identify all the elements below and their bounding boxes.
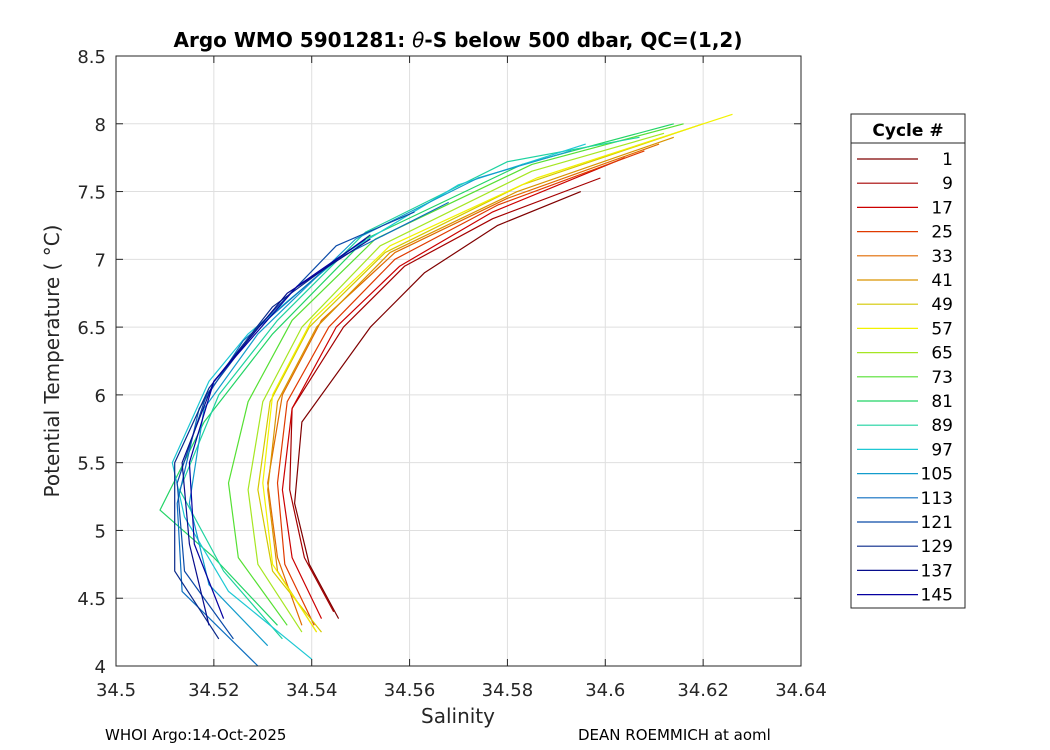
legend-label: 89 bbox=[931, 416, 953, 436]
legend-label: 33 bbox=[931, 247, 953, 267]
axis-ticks: 34.5 34.52 34.54 34.56 34.58 34.6 34.62 34.64 4 4… bbox=[77, 47, 826, 701]
legend-label: 145 bbox=[921, 586, 953, 606]
series-line-2 bbox=[289, 177, 601, 613]
series-line-12 bbox=[179, 136, 640, 640]
x-tick-label: 34.52 bbox=[188, 680, 240, 701]
chart-title-theta: θ bbox=[412, 28, 424, 52]
series-line-10 bbox=[227, 123, 684, 626]
series-group bbox=[159, 113, 733, 667]
series-line-14 bbox=[188, 150, 572, 647]
x-tick-label: 34.64 bbox=[775, 680, 827, 701]
legend-label: 113 bbox=[921, 489, 953, 509]
legend-label: 73 bbox=[931, 368, 953, 388]
y-tick-label: 7.5 bbox=[77, 183, 106, 204]
legend-label: 25 bbox=[931, 223, 953, 243]
footer-left: WHOI Argo:14-Oct-2025 bbox=[105, 726, 287, 744]
x-tick-label: 34.62 bbox=[677, 680, 729, 701]
legend-title: Cycle # bbox=[872, 121, 943, 141]
legend-label: 1 bbox=[942, 150, 953, 170]
series-line-4 bbox=[276, 150, 645, 626]
x-tick-label: 34.56 bbox=[384, 680, 436, 701]
legend: Cycle # 1 9 17 25 33 41 49 57 65 73 81 89 97 105 113 12… bbox=[850, 113, 966, 609]
y-tick-label: 6.5 bbox=[77, 318, 106, 339]
legend-label: 17 bbox=[931, 198, 953, 218]
y-tick-label: 7 bbox=[95, 250, 106, 271]
legend-label: 49 bbox=[931, 295, 953, 315]
y-tick-label: 8 bbox=[95, 115, 106, 136]
legend-label: 129 bbox=[921, 537, 953, 557]
legend-label: 105 bbox=[921, 465, 953, 485]
y-tick-label: 5.5 bbox=[77, 454, 106, 475]
series-line-8 bbox=[262, 113, 733, 633]
series-line-5 bbox=[267, 143, 660, 626]
y-tick-label: 8.5 bbox=[77, 47, 106, 68]
series-line-9 bbox=[247, 132, 665, 633]
plot-frame bbox=[115, 55, 802, 667]
series-line-11 bbox=[159, 123, 674, 626]
y-tick-label: 4.5 bbox=[77, 589, 106, 610]
chart-title-suffix: -S below 500 dbar, QC=(1,2) bbox=[424, 28, 742, 52]
series-line-13 bbox=[171, 143, 586, 660]
y-axis-label: Potential Temperature ( °C) bbox=[40, 225, 64, 498]
series-line-1 bbox=[294, 191, 582, 619]
legend-label: 41 bbox=[931, 271, 953, 291]
legend-label: 57 bbox=[931, 319, 953, 339]
legend-label: 137 bbox=[921, 561, 953, 581]
x-tick-label: 34.54 bbox=[286, 680, 338, 701]
legend-label: 9 bbox=[942, 174, 953, 194]
x-axis-label: Salinity bbox=[421, 704, 495, 728]
series-line-19 bbox=[188, 238, 366, 619]
y-tick-label: 4 bbox=[95, 657, 106, 678]
y-tick-label: 6 bbox=[95, 386, 106, 407]
footer-right: DEAN ROEMMICH at aoml bbox=[578, 726, 771, 744]
legend-entries: 1 9 17 25 33 41 49 57 65 73 81 89 97 105 113 121 129 137 1… bbox=[857, 150, 953, 606]
legend-label: 81 bbox=[931, 392, 953, 412]
legend-label: 97 bbox=[931, 440, 953, 460]
series-line-7 bbox=[257, 123, 704, 633]
legend-label: 121 bbox=[921, 513, 953, 533]
x-tick-label: 34.6 bbox=[585, 680, 625, 701]
series-line-3 bbox=[281, 157, 626, 619]
x-tick-label: 34.58 bbox=[482, 680, 534, 701]
legend-box bbox=[850, 113, 966, 609]
chart-title-prefix: Argo WMO 5901281: bbox=[174, 28, 413, 52]
legend-label: 65 bbox=[931, 344, 953, 364]
x-tick-label: 34.5 bbox=[96, 680, 136, 701]
series-line-6 bbox=[267, 136, 674, 633]
y-tick-label: 5 bbox=[95, 521, 106, 542]
chart-title: Argo WMO 5901281: θ-S below 500 dbar, QC… bbox=[174, 28, 743, 52]
